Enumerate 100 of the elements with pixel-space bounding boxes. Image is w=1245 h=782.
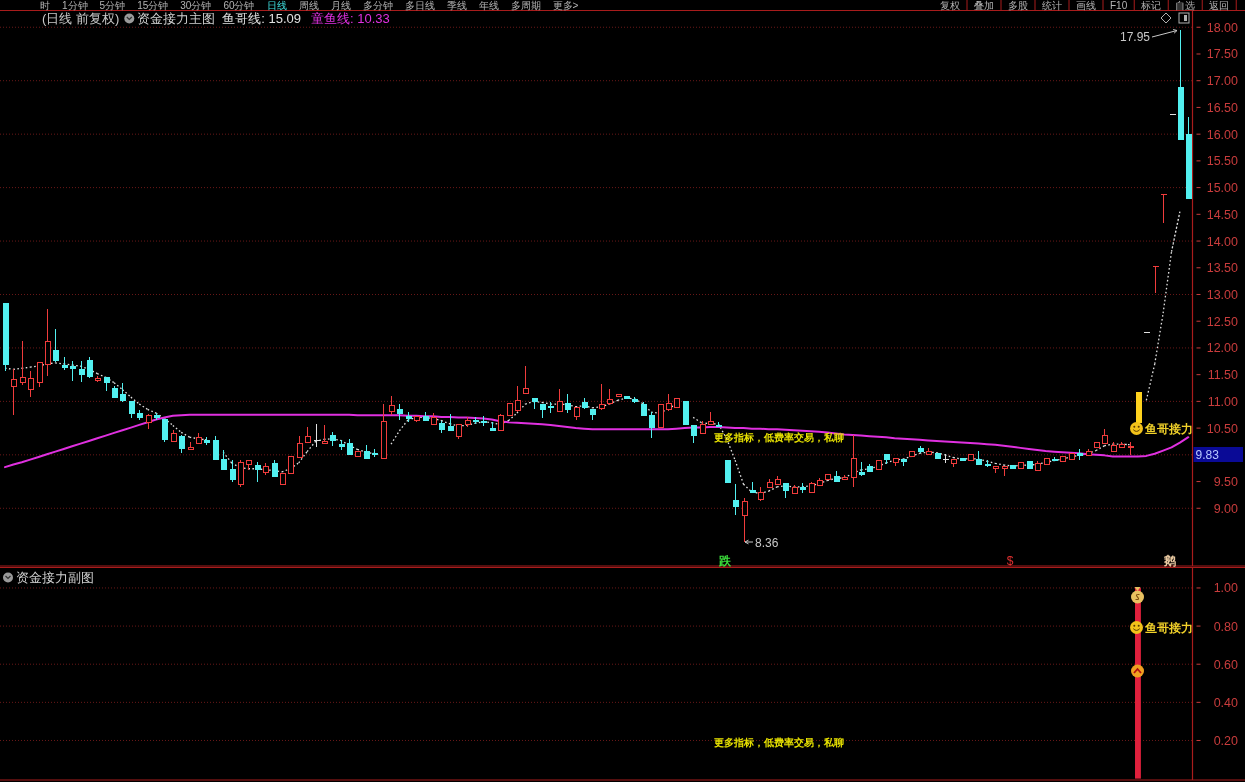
candlestick	[1044, 458, 1050, 465]
candlestick	[1111, 441, 1117, 452]
y-tick-label: 14.00	[1206, 234, 1239, 249]
annotation: 鱼哥接力	[1144, 621, 1193, 634]
candlestick	[364, 444, 370, 459]
candlestick	[448, 413, 454, 431]
candlestick	[1052, 456, 1058, 461]
y-tick-label: 9.50	[1213, 475, 1239, 490]
candlestick	[322, 424, 328, 444]
candlestick	[120, 382, 126, 403]
candlestick	[825, 474, 831, 480]
candlestick	[297, 435, 303, 458]
candlestick	[79, 360, 85, 383]
candlestick	[53, 328, 59, 363]
y-tick-label: 18.00	[1206, 20, 1239, 35]
candlestick	[196, 432, 202, 444]
candlestick	[935, 453, 941, 459]
candlestick	[792, 484, 798, 494]
y-tick-label: 13.00	[1206, 287, 1239, 302]
candlestick	[1027, 461, 1033, 469]
candlestick	[305, 426, 311, 443]
y-tick-label: 0.60	[1213, 657, 1239, 672]
annotation: 鱼哥接力	[1144, 422, 1193, 435]
y-tick-label: 12.00	[1206, 341, 1239, 356]
candlestick	[1186, 116, 1192, 199]
candlestick	[976, 450, 982, 465]
y-tick-label: 17.50	[1206, 47, 1239, 62]
y-tick-label: 10.50	[1206, 421, 1239, 436]
candlestick	[255, 461, 261, 483]
candlestick	[876, 460, 882, 470]
candlestick	[649, 411, 655, 439]
annotation: $	[1006, 554, 1014, 568]
y-tick-label: 13.50	[1206, 261, 1239, 276]
candlestick	[397, 403, 403, 421]
text: 9.83	[1195, 448, 1220, 462]
candlestick	[733, 483, 739, 516]
y-tick-label: 0.40	[1213, 695, 1239, 710]
candlestick	[431, 412, 437, 425]
candlestick	[725, 460, 731, 483]
annotation: 8.36	[755, 536, 779, 550]
y-tick-label: 1.00	[1213, 581, 1239, 596]
text: 鱼哥线: 15.09	[222, 11, 302, 26]
y-tick-label: 15.50	[1206, 154, 1239, 169]
candlestick	[842, 474, 848, 480]
candlestick	[851, 434, 857, 488]
candlestick	[607, 388, 613, 406]
candlestick	[381, 403, 387, 459]
candlestick	[347, 438, 353, 455]
y-tick-label: 12.50	[1206, 314, 1239, 329]
candlestick	[674, 398, 680, 408]
y-tick-label: 16.00	[1206, 127, 1239, 142]
candlestick	[1060, 456, 1066, 462]
candlestick	[775, 475, 781, 485]
text: 时 1分钟 5分钟 15分钟 30分钟 60分钟 日线 周线 月线 多分钟 多日线 季线 年线 多周期 更多>	[40, 0, 579, 11]
candlestick	[742, 497, 748, 543]
candlestick	[280, 473, 286, 485]
candlestick	[221, 449, 227, 470]
y-tick-label: 14.50	[1206, 207, 1239, 222]
candlestick	[708, 411, 714, 425]
candlestick	[70, 360, 76, 382]
candlestick	[45, 308, 51, 377]
candlestick	[767, 478, 773, 488]
candlestick	[171, 429, 177, 442]
candlestick	[272, 459, 278, 477]
candlestick	[28, 370, 34, 398]
candlestick	[557, 388, 563, 412]
candlestick	[188, 441, 194, 450]
y-tick-label: 0.20	[1213, 733, 1239, 748]
chart-title: 资金接力主图	[137, 11, 216, 26]
candlestick	[1102, 428, 1108, 444]
annotation: 鹅	[1163, 554, 1176, 568]
candlestick	[1153, 265, 1159, 294]
candlestick	[616, 394, 622, 397]
candlestick	[700, 420, 706, 434]
y-tick-label: 17.00	[1206, 74, 1239, 89]
candlestick	[1010, 465, 1016, 469]
candlestick	[834, 470, 840, 482]
candlestick	[817, 477, 823, 486]
candlestick	[1035, 460, 1041, 471]
candlestick	[1178, 29, 1184, 140]
candlestick	[1018, 462, 1024, 469]
candlestick	[112, 385, 118, 398]
chart-title: 资金接力副图	[16, 570, 94, 585]
candlestick	[599, 383, 605, 411]
candlestick	[658, 404, 664, 428]
candlestick	[926, 447, 932, 455]
candlestick	[1136, 392, 1142, 423]
text: 复权 叠加 多股 统计 画线 F10 标记 自选 返回	[940, 0, 1230, 11]
candlestick	[230, 459, 236, 483]
y-tick-label: 11.50	[1207, 368, 1239, 383]
candlestick	[288, 456, 294, 474]
candlestick	[909, 451, 915, 457]
candlestick	[515, 385, 521, 413]
candlestick	[548, 401, 554, 414]
candlestick	[20, 340, 26, 386]
candlestick	[1069, 453, 1075, 460]
candlestick	[683, 401, 689, 425]
candlestick	[1094, 442, 1100, 448]
candlestick	[1119, 441, 1125, 448]
annotation: 跌	[718, 554, 732, 568]
